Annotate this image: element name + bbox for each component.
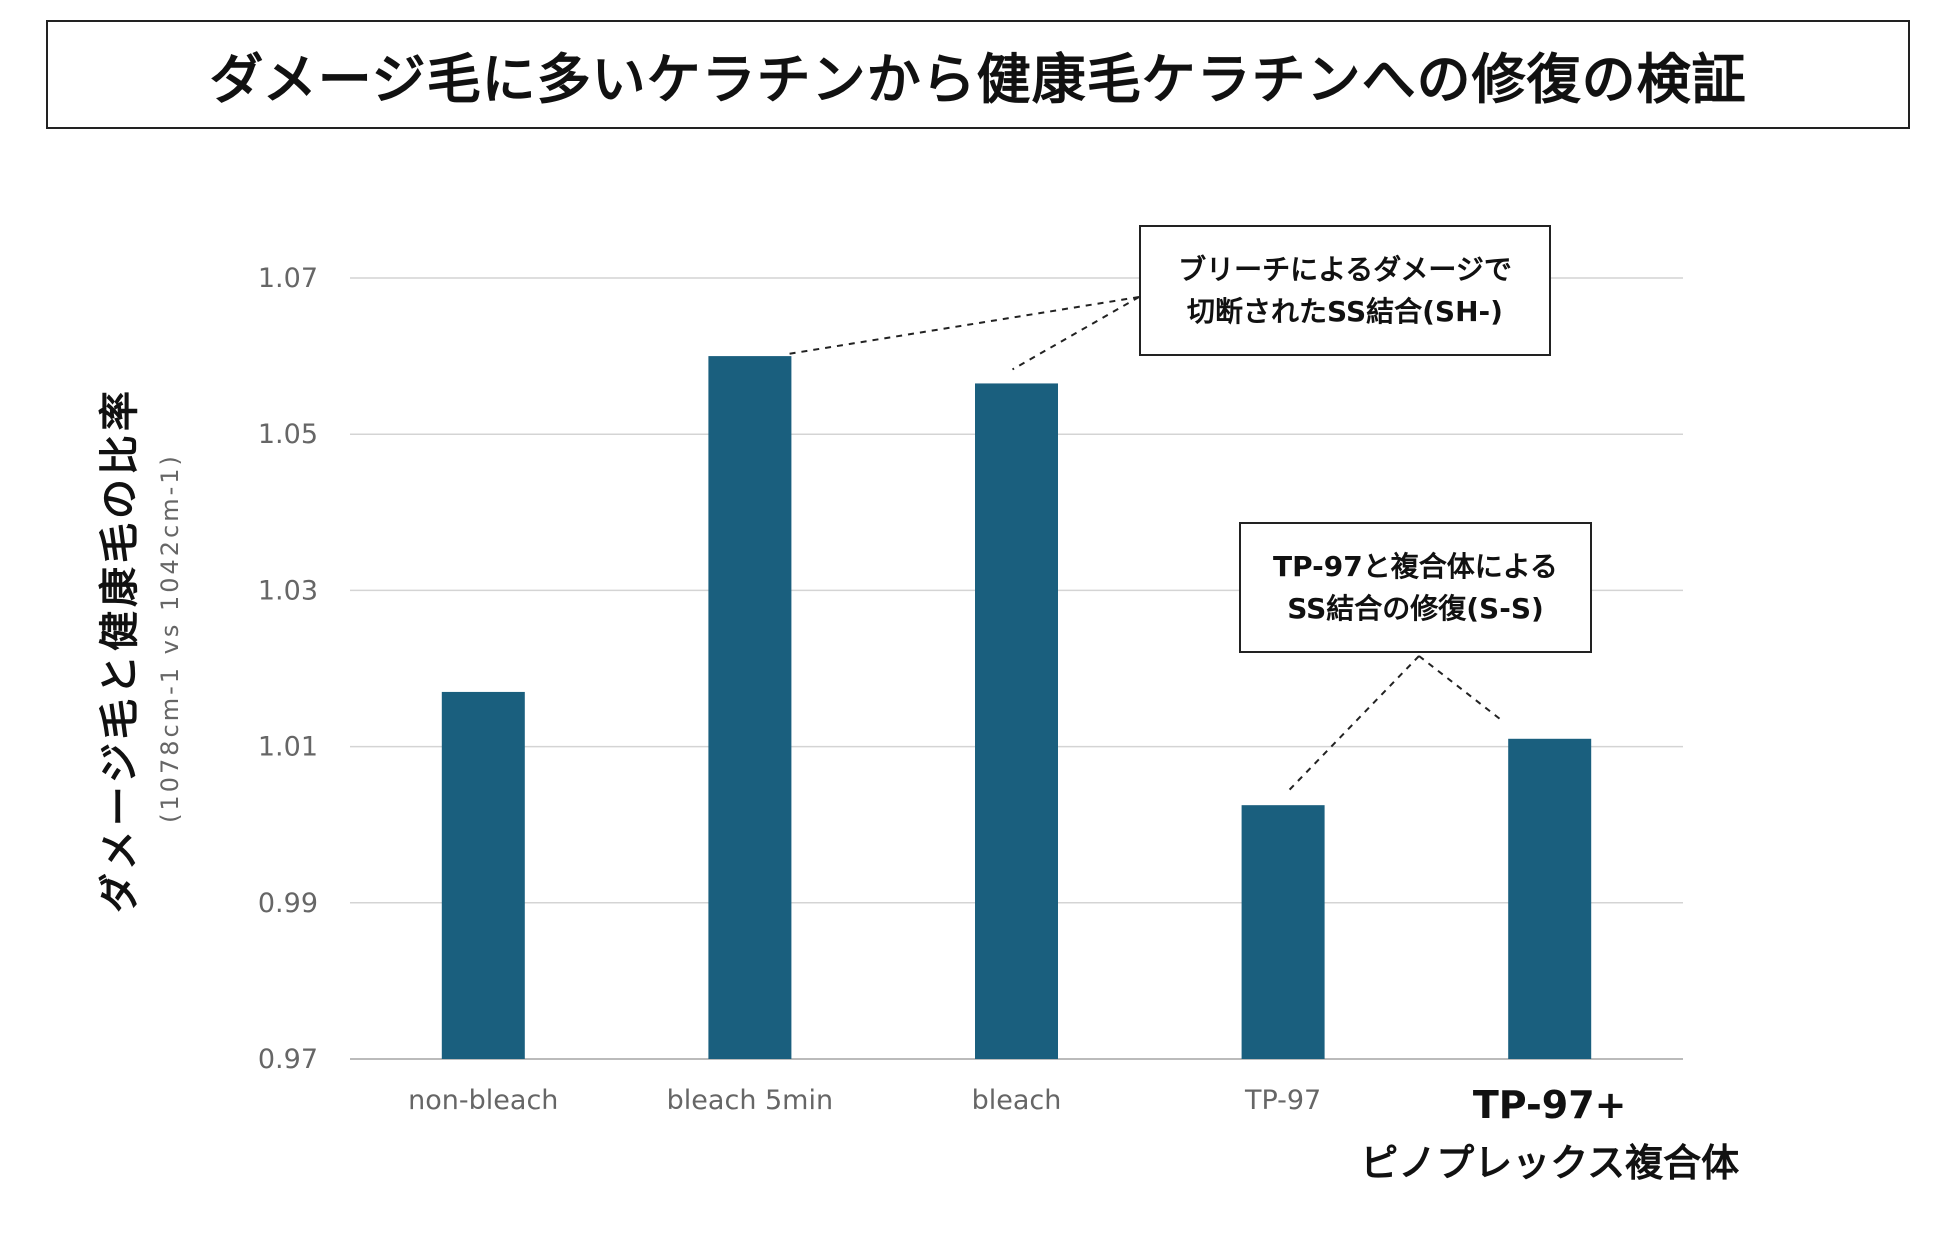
y-axis-sublabel: (1078cm-1 vs 1042cm-1) bbox=[156, 453, 184, 823]
y-axis-label: ダメージ毛と健康毛の比率 bbox=[97, 387, 143, 913]
y-tick-label: 1.05 bbox=[258, 419, 318, 450]
annotation-line: SS結合の修復(S-S) bbox=[1287, 591, 1544, 625]
y-tick-label: 1.03 bbox=[258, 575, 318, 606]
x-tick-label: bleach bbox=[972, 1085, 1062, 1116]
x-tick-label: bleach 5min bbox=[667, 1085, 833, 1116]
bar bbox=[1241, 805, 1325, 1059]
chart-title: ダメージ毛に多いケラチンから健康毛ケラチンへの修復の検証 bbox=[209, 48, 1747, 111]
title-box: ダメージ毛に多いケラチンから健康毛ケラチンへの修復の検証 bbox=[46, 20, 1910, 129]
x-tick-label: ピノプレックス複合体 bbox=[1360, 1141, 1739, 1185]
y-tick-label: 0.99 bbox=[258, 888, 318, 919]
x-tick-label: TP-97+ bbox=[1473, 1083, 1627, 1127]
annotation-leader-line bbox=[1418, 655, 1501, 720]
bar bbox=[441, 691, 525, 1059]
annotation-leader-line bbox=[1287, 655, 1420, 792]
annotation-leader-line bbox=[787, 296, 1140, 356]
y-tick-label: 1.07 bbox=[258, 263, 318, 294]
annotation-leader-line bbox=[1012, 296, 1140, 371]
y-tick-label: 1.01 bbox=[258, 732, 318, 763]
annotation-box-ss-bond-cleaved: ブリーチによるダメージで 切断されたSS結合(SH-) bbox=[1139, 225, 1551, 356]
bar bbox=[975, 383, 1058, 1059]
annotation-line: ブリーチによるダメージで bbox=[1178, 252, 1512, 286]
bar bbox=[1508, 738, 1592, 1059]
annotation-line: TP-97と複合体による bbox=[1273, 549, 1558, 583]
bar bbox=[708, 356, 792, 1060]
annotation-box-ss-bond-repair: TP-97と複合体による SS結合の修復(S-S) bbox=[1239, 522, 1592, 653]
y-tick-label: 0.97 bbox=[258, 1044, 318, 1075]
annotation-line: 切断されたSS結合(SH-) bbox=[1187, 294, 1503, 328]
x-tick-label: TP-97 bbox=[1244, 1085, 1321, 1116]
x-tick-label: non-bleach bbox=[408, 1085, 558, 1116]
